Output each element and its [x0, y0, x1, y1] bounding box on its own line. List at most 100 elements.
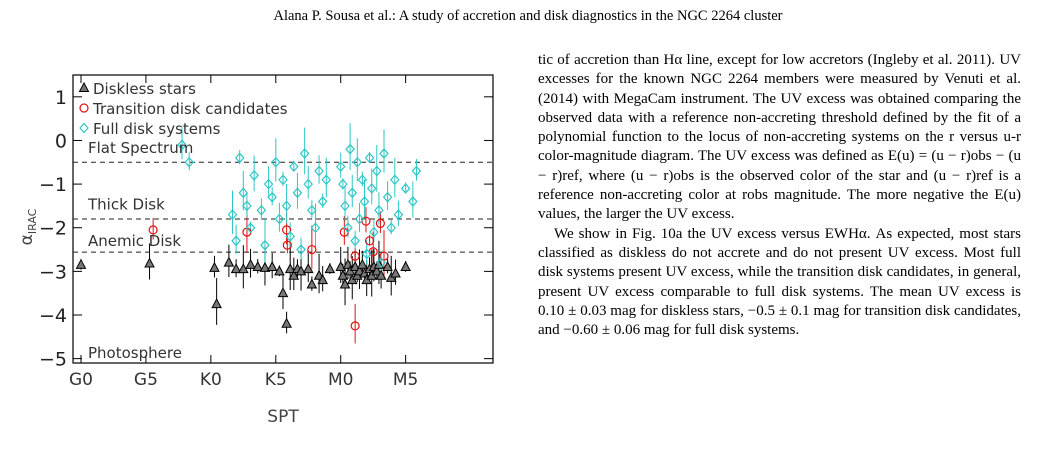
point-2-1	[184, 156, 195, 168]
point-2-24	[310, 222, 321, 234]
point-2-39	[361, 248, 372, 260]
point-1-0	[148, 225, 158, 235]
legend-marker-0	[78, 81, 90, 92]
region-label-1: Thick Disk	[87, 196, 165, 214]
point-2-26	[317, 196, 328, 207]
point-2-47	[382, 191, 393, 203]
x-tick-label-0: G0	[69, 370, 93, 390]
point-1-4	[307, 244, 317, 255]
point-2-45	[376, 257, 386, 269]
point-0-14	[284, 263, 296, 274]
point-2-21	[299, 148, 310, 159]
point-2-40	[364, 152, 375, 164]
region-label-0: Flat Spectrum	[88, 139, 193, 157]
point-0-5	[230, 263, 242, 274]
point-2-16	[281, 200, 292, 212]
point-2-19	[292, 187, 303, 199]
point-2-12	[267, 191, 277, 203]
point-0-38	[371, 265, 383, 276]
point-2-49	[390, 174, 400, 186]
point-2-46	[379, 148, 389, 159]
x-tick-label-2: K0	[200, 370, 222, 390]
point-2-27	[321, 174, 332, 186]
point-0-9	[259, 261, 271, 272]
point-2-14	[274, 213, 285, 225]
figure-alpha-irac-vs-spt: 1 0 −1 −2 −3 −4 −5 G0 G5 K0 K5 M0 M5 Flat Spectrum Th…	[0, 40, 500, 449]
point-1-2	[282, 225, 292, 235]
legend-marker-1	[79, 103, 89, 113]
point-2-7	[245, 222, 256, 234]
point-2-29	[338, 178, 348, 190]
running-head: Alana P. Sousa et al.: A study of accret…	[273, 8, 783, 24]
point-1-3	[282, 240, 292, 250]
x-axis-label: SPT	[267, 407, 299, 427]
point-0-19	[306, 278, 318, 289]
point-2-18	[289, 161, 299, 173]
region-label-2: Anemic Disk	[88, 232, 181, 250]
point-2-10	[260, 239, 270, 251]
point-2-35	[352, 156, 363, 168]
legend-label-1: Transition disk candidates	[92, 100, 288, 118]
point-1-7	[350, 321, 360, 331]
y-tick-label-3: −2	[39, 218, 67, 240]
point-0-4	[223, 256, 235, 267]
region-labels: Flat Spectrum Thick Disk Anemic Disk Photos…	[87, 139, 193, 362]
point-2-44	[374, 204, 384, 216]
point-2-32	[345, 143, 355, 155]
y-tick-label-0: 1	[55, 87, 67, 109]
point-2-36	[354, 213, 365, 225]
point-2-38	[359, 196, 370, 207]
chart-svg: 1 0 −1 −2 −3 −4 −5G0 G5 K0 K5 M0 M5 Flat Spectrum Th…	[17, 74, 494, 427]
x-tick-label-1: G5	[134, 370, 158, 390]
point-2-52	[408, 196, 418, 207]
point-2-9	[256, 204, 267, 216]
point-0-43	[390, 267, 401, 278]
point-2-43	[371, 165, 382, 177]
point-0-1	[144, 257, 155, 268]
point-2-50	[393, 209, 404, 221]
point-0-44	[400, 260, 411, 271]
point-2-30	[340, 200, 350, 212]
point-2-33	[347, 187, 358, 199]
point-0-18	[302, 263, 314, 274]
point-0-3	[211, 298, 222, 309]
point-2-15	[278, 174, 288, 186]
point-0-32	[357, 258, 368, 269]
point-0-21	[317, 274, 329, 285]
point-2-37	[357, 174, 368, 186]
point-0-10	[266, 260, 278, 271]
legend-label-0: Diskless stars	[93, 80, 196, 98]
point-1-6	[350, 251, 360, 261]
y-tick-label-1: 0	[55, 130, 67, 152]
point-0-7	[245, 258, 256, 269]
point-2-48	[386, 222, 397, 234]
point-2-5	[238, 187, 249, 199]
point-1-11	[375, 218, 385, 228]
y-tick-label-5: −4	[39, 305, 67, 327]
point-0-11	[274, 265, 285, 276]
region-label-3: Photosphere	[88, 344, 182, 362]
x-tick-label-4: M0	[328, 370, 353, 390]
point-2-4	[234, 152, 245, 164]
point-0-23	[335, 260, 347, 271]
point-0-12	[277, 287, 289, 298]
point-0-0	[75, 258, 87, 269]
point-0-22	[324, 263, 336, 274]
point-2-20	[296, 244, 306, 255]
y-tick-label-6: −5	[39, 349, 67, 371]
x-tick-label-5: M5	[393, 370, 418, 390]
y-tick-label-4: −3	[39, 261, 67, 283]
x-tick-label-3: K5	[265, 370, 287, 390]
point-2-53	[411, 165, 422, 177]
point-2-51	[400, 183, 411, 194]
point-2-25	[314, 165, 324, 177]
point-2-0	[177, 139, 187, 151]
point-2-13	[270, 156, 281, 168]
point-0-40	[375, 269, 387, 280]
point-1-12	[379, 251, 389, 261]
point-2-22	[303, 178, 314, 190]
point-2-8	[249, 169, 259, 181]
y-tick-label-2: −1	[39, 174, 67, 196]
point-0-8	[252, 260, 264, 271]
point-2-11	[263, 178, 274, 190]
